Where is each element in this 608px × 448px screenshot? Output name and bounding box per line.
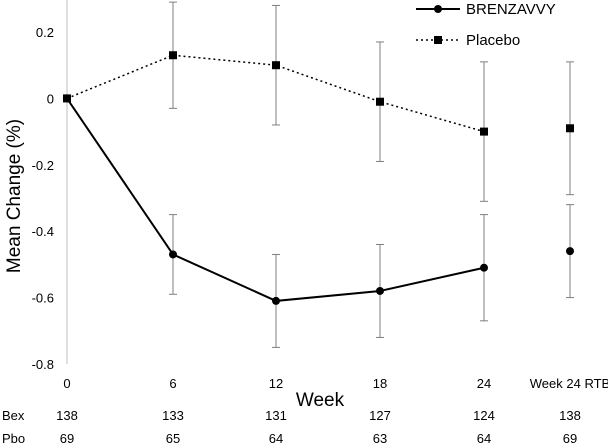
data-point-brenzavvy [169, 250, 177, 259]
legend-marker-brenzavvy [434, 5, 442, 13]
data-point-placebo [169, 51, 177, 60]
series-line-placebo [66, 54, 485, 133]
n-value: 124 [473, 408, 495, 423]
data-point-placebo [63, 94, 71, 103]
y-tick-label: 0.2 [36, 25, 54, 40]
x-tick-label: 6 [169, 376, 176, 391]
x-tick-label: Week 24 RTB [530, 376, 608, 391]
n-value: 64 [477, 431, 491, 446]
n-row-label: Pbo [2, 431, 25, 446]
y-tick-label: -0.8 [32, 357, 54, 372]
n-value: 64 [269, 431, 283, 446]
x-tick-labels: 0 6 12 18 24 Week 24 RTB [63, 376, 608, 391]
n-value: 63 [373, 431, 387, 446]
legend: BRENZAVVY Placebo [416, 1, 556, 49]
y-tick-labels: 0.2 0 -0.2 -0.4 -0.6 -0.8 [32, 25, 54, 372]
n-at-risk-table: Bex 138 133 131 127 124 138 Pbo 69 65 64 63 64 69 [2, 408, 581, 446]
data-point-placebo [376, 97, 384, 106]
legend-label-placebo: Placebo [466, 32, 520, 49]
x-tick-label: 24 [477, 376, 491, 391]
data-point-placebo [480, 127, 488, 136]
legend-label-brenzavvy: BRENZAVVY [466, 1, 556, 18]
legend-marker-placebo [434, 36, 442, 44]
n-value: 65 [166, 431, 180, 446]
n-value: 127 [369, 408, 391, 423]
n-value: 69 [563, 431, 577, 446]
data-point-placebo [272, 61, 280, 70]
data-point-brenzavvy [566, 247, 574, 256]
n-value: 138 [559, 408, 581, 423]
n-row-label: Bex [2, 408, 25, 423]
data-point-brenzavvy [272, 296, 280, 305]
y-tick-label: -0.6 [32, 291, 54, 306]
x-tick-label: 18 [373, 376, 387, 391]
n-value: 133 [162, 408, 184, 423]
x-tick-label: 12 [269, 376, 283, 391]
y-tick-label: -0.4 [32, 224, 54, 239]
y-tick-label: 0 [47, 91, 54, 106]
data-point-brenzavvy [480, 263, 488, 272]
x-tick-label: 0 [63, 376, 70, 391]
data-point-placebo [566, 124, 574, 133]
error-bars [169, 1, 574, 348]
n-value: 69 [60, 431, 74, 446]
data-point-brenzavvy [376, 286, 384, 295]
y-axis-title: Mean Change (%) [4, 119, 25, 273]
n-value: 138 [56, 408, 78, 423]
y-tick-label: -0.2 [32, 158, 54, 173]
x-axis-title: Week [296, 390, 345, 411]
n-value: 131 [265, 408, 287, 423]
data-markers [63, 51, 574, 305]
